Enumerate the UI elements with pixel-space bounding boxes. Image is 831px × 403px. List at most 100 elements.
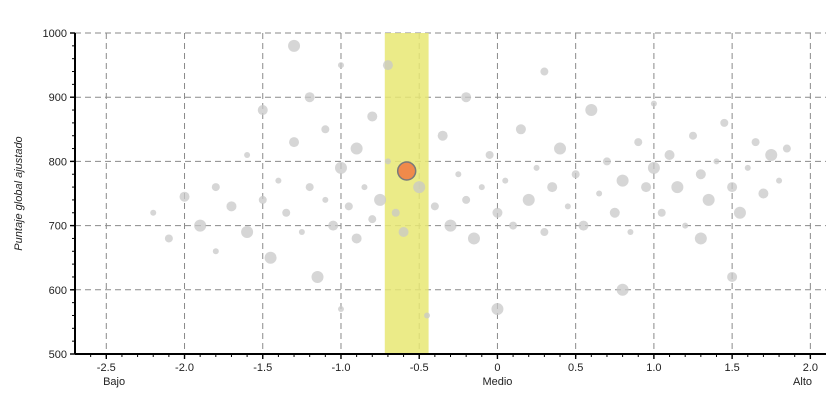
- x-tick-label: 1.0: [646, 362, 661, 374]
- scatter-point: [350, 142, 363, 155]
- scatter-point: [382, 60, 393, 71]
- scatter-point: [194, 219, 207, 232]
- x-tick-label: 0: [494, 362, 500, 374]
- x-category-label: Alto: [793, 376, 812, 388]
- scatter-point: [634, 138, 643, 147]
- scatter-point: [328, 220, 339, 231]
- x-tick-label: -1.5: [253, 362, 272, 374]
- scatter-point: [244, 151, 251, 158]
- x-tick-label: 2.0: [803, 362, 818, 374]
- scatter-point: [374, 193, 387, 206]
- scatter-point: [713, 158, 720, 165]
- label-layer: 500 600 700 800 900 1000 -2.5 -2.0 -1.5 -1.0 -0.5 0…: [43, 28, 818, 388]
- scatter-point: [585, 104, 598, 117]
- scatter-point: [744, 164, 751, 171]
- scatter-point: [694, 232, 707, 245]
- scatter-point: [647, 161, 660, 174]
- scatter-point: [596, 190, 603, 197]
- scatter-point: [547, 182, 558, 193]
- scatter-point: [502, 177, 509, 184]
- scatter-point: [391, 208, 400, 217]
- highlight-band: [384, 33, 429, 354]
- scatter-point: [758, 188, 769, 199]
- scatter-point: [384, 158, 391, 165]
- scatter-point: [398, 227, 409, 238]
- scatter-point: [751, 138, 760, 147]
- scatter-point: [282, 208, 291, 217]
- scatter-point: [437, 130, 448, 141]
- scatter-point: [164, 234, 173, 243]
- scatter-point: [571, 170, 580, 179]
- scatter-point: [424, 312, 431, 319]
- scatter-point: [321, 125, 330, 134]
- scatter-point: [478, 184, 485, 191]
- scatter-point: [455, 171, 462, 178]
- scatter-point: [492, 207, 503, 218]
- y-tick-label: 700: [49, 221, 67, 233]
- scatter-point: [264, 251, 277, 264]
- scatter-point: [258, 195, 267, 204]
- scatter-point: [627, 229, 634, 236]
- x-tick-label: -0.5: [410, 362, 429, 374]
- scatter-point: [491, 303, 504, 316]
- scatter-point: [682, 222, 689, 229]
- scatter-point: [616, 174, 629, 187]
- x-category-label: Medio: [482, 376, 512, 388]
- axis-layer: [70, 32, 826, 359]
- scatter-point: [733, 206, 746, 219]
- highlighted-point: [396, 161, 417, 181]
- scatter-point: [765, 148, 778, 161]
- x-tick-label: -2.0: [175, 362, 194, 374]
- scatter-point: [650, 100, 657, 107]
- scatter-point: [241, 226, 254, 239]
- scatter-point: [311, 270, 324, 283]
- scatter-point: [695, 169, 706, 180]
- scatter-point: [467, 232, 480, 245]
- scatter-point: [509, 221, 518, 230]
- scatter-point: [461, 92, 472, 103]
- y-tick-label: 800: [49, 156, 67, 168]
- y-tick-label: 500: [49, 349, 67, 361]
- scatter-point: [351, 233, 362, 244]
- scatter-point: [578, 220, 589, 231]
- x-category-label: Bajo: [103, 376, 125, 388]
- scatter-point: [288, 39, 301, 52]
- scatter-point: [702, 193, 715, 206]
- scatter-point: [485, 150, 494, 159]
- scatter-point: [337, 62, 344, 69]
- scatter-point: [720, 118, 729, 127]
- scatter-point: [515, 124, 526, 135]
- scatter-point: [641, 182, 652, 193]
- y-tick-label: 600: [49, 285, 67, 297]
- scatter-point: [554, 142, 567, 155]
- scatter-point: [664, 149, 675, 160]
- x-tick-label: -2.5: [97, 362, 116, 374]
- scatter-point: [533, 164, 540, 171]
- scatter-point: [413, 181, 426, 194]
- scatter-point: [298, 229, 305, 236]
- scatter-point: [727, 271, 738, 282]
- scatter-point: [212, 248, 219, 255]
- scatter-point: [289, 137, 300, 148]
- scatter-point: [444, 219, 457, 232]
- x-tick-label: -1.0: [331, 362, 350, 374]
- y-axis-label: Puntaje global ajustado: [13, 136, 25, 250]
- scatter-point: [782, 144, 791, 153]
- x-tick-label: 0.5: [568, 362, 583, 374]
- scatter-point: [334, 161, 347, 174]
- scatter-point: [540, 67, 549, 76]
- scatter-point: [462, 195, 471, 204]
- scatter-point: [564, 203, 571, 210]
- scatter-point: [211, 183, 220, 192]
- scatter-point: [226, 201, 237, 212]
- scatter-point: [657, 208, 666, 217]
- scatter-point: [727, 182, 738, 193]
- x-tick-label: 1.5: [724, 362, 739, 374]
- y-tick-label: 1000: [43, 28, 67, 40]
- scatter-point: [430, 202, 439, 211]
- scatter-point: [609, 207, 620, 218]
- scatter-point: [776, 177, 783, 184]
- highlight-point-layer: [396, 161, 417, 181]
- scatter-point: [344, 202, 353, 211]
